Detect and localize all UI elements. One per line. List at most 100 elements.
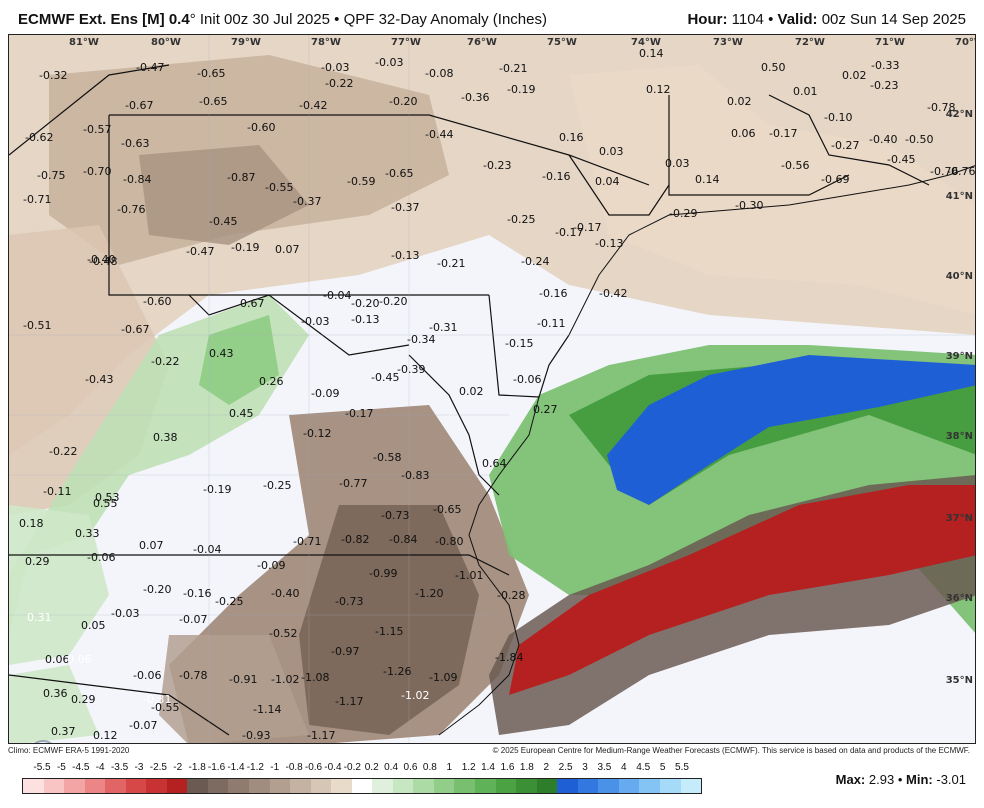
anomaly-value-label: -0.76 bbox=[947, 165, 975, 178]
green-region-sw bbox=[9, 505, 109, 665]
anomaly-value-label: -0.40 bbox=[869, 133, 897, 146]
anomaly-value-label: -0.31 bbox=[429, 321, 457, 334]
anomaly-value-label: -1.17 bbox=[335, 695, 363, 708]
anomaly-value-label: -0.16 bbox=[183, 587, 211, 600]
anomaly-value-label: -0.09 bbox=[311, 387, 339, 400]
anomaly-value-label: 0.14 bbox=[639, 47, 664, 60]
legend-swatch bbox=[475, 779, 496, 793]
anomaly-value-label: 0.03 bbox=[665, 157, 690, 170]
anomaly-value-label: -1.09 bbox=[429, 671, 457, 684]
anomaly-value-label: -1.26 bbox=[383, 665, 411, 678]
anomaly-value-label: -0.47 bbox=[136, 61, 164, 74]
legend-tick-label: -3.5 bbox=[110, 762, 129, 773]
anomaly-value-label: -0.19 bbox=[507, 83, 535, 96]
longitude-label: 71°W bbox=[875, 37, 905, 48]
min-value: -3.01 bbox=[936, 772, 966, 787]
anomaly-value-label: -0.55 bbox=[151, 701, 179, 714]
anomaly-value-label: -0.25 bbox=[215, 595, 243, 608]
dark-brown-region-nc bbox=[299, 505, 479, 735]
legend-tick-label: -1.4 bbox=[227, 762, 245, 773]
latitude-label: 36°N bbox=[946, 593, 973, 604]
legend-swatch bbox=[105, 779, 126, 793]
anomaly-value-label: -0.36 bbox=[461, 91, 489, 104]
anomaly-value-label: -0.23 bbox=[483, 159, 511, 172]
longitude-label: 70°W bbox=[955, 37, 976, 48]
anomaly-value-label: -0.19 bbox=[203, 483, 231, 496]
legend-tick-label: -2 bbox=[173, 762, 183, 773]
legend-swatch bbox=[413, 779, 434, 793]
anomaly-value-label: 0.26 bbox=[259, 375, 284, 388]
hour-label: Hour: bbox=[687, 11, 728, 28]
anomaly-value-label: -0.06 bbox=[87, 551, 115, 564]
anomaly-value-label: -0.45 bbox=[209, 215, 237, 228]
anomaly-value-label: -0.04 bbox=[193, 543, 221, 556]
min-label: Min: bbox=[906, 772, 933, 787]
product-name: QPF 32-Day Anomaly (Inches) bbox=[343, 11, 547, 28]
anomaly-value-label: 0.06 bbox=[67, 653, 92, 666]
valid-label: Valid: bbox=[777, 11, 818, 28]
legend-tick-label: 4 bbox=[621, 762, 627, 773]
latitude-label: 38°N bbox=[946, 431, 973, 442]
longitude-label: 80°W bbox=[151, 37, 181, 48]
legend-tick-label: 3 bbox=[582, 762, 588, 773]
anomaly-value-label: -0.48 bbox=[89, 255, 117, 268]
legend-tick-label: -1 bbox=[270, 762, 280, 773]
anomaly-value-label: -0.62 bbox=[25, 131, 53, 144]
anomaly-value-label: -0.20 bbox=[351, 297, 379, 310]
latitude-label: 35°N bbox=[946, 675, 973, 686]
latitude-labels: 42°N 41°N 40°N 39°N 38°N 37°N 36°N 35°N bbox=[946, 109, 973, 686]
valid-value: 00z Sun 14 Sep 2025 bbox=[821, 11, 966, 28]
legend-swatch bbox=[372, 779, 393, 793]
color-legend: -5.5 -5 -4.5 -4 -3.5 -3 -2.5 -2 -1.8 -1.6 -1.4 -1.2… bbox=[22, 762, 702, 802]
max-value: 2.93 bbox=[868, 772, 895, 787]
longitude-label: 73°W bbox=[713, 37, 743, 48]
anomaly-value-label: 0.02 bbox=[842, 69, 867, 82]
anomaly-value-label: 0.01 bbox=[793, 85, 818, 98]
legend-tick-label: -2.5 bbox=[149, 762, 167, 773]
anomaly-value-label: -0.84 bbox=[123, 173, 151, 186]
anomaly-value-label: -0.99 bbox=[369, 567, 397, 580]
legend-swatch bbox=[310, 779, 332, 793]
map-canvas: 81°W 80°W 79°W 78°W 77°W 76°W 75°W 74°W 73°W 72°W… bbox=[9, 35, 976, 743]
anomaly-value-label: -1.20 bbox=[415, 587, 443, 600]
anomaly-value-label: -0.32 bbox=[39, 69, 67, 82]
anomaly-value-label: -0.42 bbox=[299, 99, 327, 112]
anomaly-value-label: -0.21 bbox=[499, 62, 527, 75]
legend-swatch bbox=[23, 779, 44, 793]
anomaly-value-label: 0.43 bbox=[209, 347, 234, 360]
anomaly-value-label: -0.03 bbox=[111, 607, 139, 620]
anomaly-value-label: -0.76 bbox=[930, 165, 958, 178]
anomaly-value-label: 0.53 bbox=[95, 491, 120, 504]
legend-tick-label: 1 bbox=[446, 762, 453, 773]
anomaly-value-label: 0.55 bbox=[93, 497, 118, 510]
anomaly-value-label: -0.70 bbox=[83, 165, 111, 178]
model-name: ECMWF Ext. Ens [M] bbox=[18, 11, 165, 28]
anomaly-value-label: -0.13 bbox=[391, 249, 419, 262]
anomaly-value-label: 0.06 bbox=[731, 127, 756, 140]
anomaly-value-label: -0.75 bbox=[37, 169, 65, 182]
anomaly-value-label: -0.77 bbox=[339, 477, 367, 490]
latitude-label: 40°N bbox=[946, 271, 973, 282]
darker-brown-pa bbox=[139, 145, 309, 245]
anomaly-value-label: -0.39 bbox=[397, 363, 425, 376]
anomaly-value-label: -0.67 bbox=[121, 323, 149, 336]
legend-tick-label: 4.5 bbox=[636, 762, 651, 773]
legend-tick-label: 1.2 bbox=[461, 762, 476, 773]
green-core-va bbox=[199, 315, 279, 405]
anomaly-value-label: -0.23 bbox=[870, 79, 898, 92]
legend-tick-label: -1.8 bbox=[188, 762, 206, 773]
legend-swatch bbox=[207, 779, 229, 793]
anomaly-value-label: 0.07 bbox=[275, 243, 300, 256]
anomaly-value-label: -0.52 bbox=[269, 627, 297, 640]
legend-tick-label: 0.2 bbox=[364, 762, 379, 773]
legend-swatch bbox=[146, 779, 167, 793]
anomaly-value-label: -0.16 bbox=[539, 287, 567, 300]
legend-tick-label: -1.6 bbox=[207, 762, 226, 773]
anomaly-value-label: 0.07 bbox=[139, 539, 164, 552]
map-area[interactable]: 81°W 80°W 79°W 78°W 77°W 76°W 75°W 74°W 73°W 72°W… bbox=[8, 34, 976, 744]
anomaly-value-label: -0.44 bbox=[425, 128, 453, 141]
anomaly-value-label: -0.97 bbox=[331, 645, 359, 658]
anomaly-value-label: 0.02 bbox=[459, 385, 484, 398]
legend-swatch bbox=[598, 779, 619, 793]
legend-tick-label: 0.8 bbox=[422, 762, 437, 773]
